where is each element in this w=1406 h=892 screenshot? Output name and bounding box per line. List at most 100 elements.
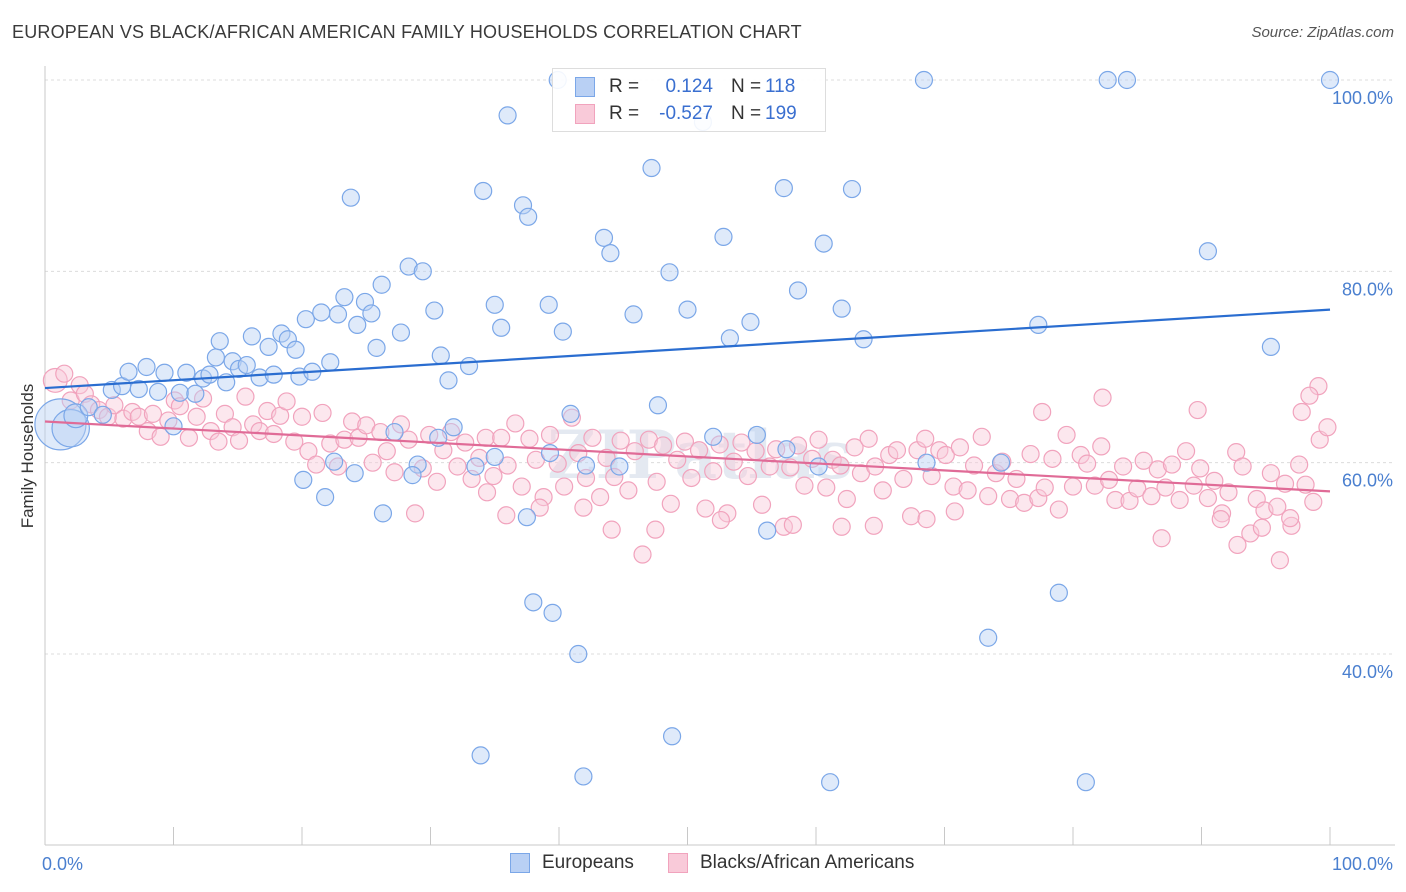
tick-labels: 40.0% 60.0% 80.0% 100.0% 0.0% 100.0% [42, 88, 1393, 874]
point-europeans [714, 227, 733, 246]
point-europeans [660, 263, 679, 282]
point-europeans [362, 304, 381, 323]
point-blacks [972, 427, 991, 446]
legend-item-blacks[interactable]: Blacks/African Americans [668, 852, 914, 874]
point-blacks [385, 463, 404, 482]
point-europeans [408, 455, 427, 474]
point-blacks [427, 472, 447, 491]
point-blacks [492, 428, 511, 447]
point-blacks [1043, 449, 1062, 468]
point-europeans [93, 405, 112, 424]
point-blacks [950, 438, 970, 457]
point-blacks [1233, 457, 1252, 476]
point-blacks [602, 520, 621, 539]
point-europeans [444, 418, 463, 437]
point-blacks [377, 442, 396, 461]
point-blacks [675, 432, 695, 451]
point-europeans [79, 398, 98, 417]
legend-n-label: N = [731, 103, 762, 124]
series-europeans-points [34, 70, 1340, 792]
point-europeans [325, 452, 344, 471]
point-blacks [399, 430, 418, 449]
point-blacks [916, 429, 935, 448]
point-europeans [747, 425, 766, 445]
point-blacks [363, 453, 382, 472]
point-blacks [335, 430, 354, 449]
point-europeans [129, 379, 148, 399]
point-europeans [553, 322, 572, 341]
point-blacks [1290, 455, 1309, 474]
point-blacks [746, 442, 765, 461]
legend-row-blacks: R = -0.527 N = 199 [575, 102, 797, 126]
point-blacks [783, 515, 802, 534]
point-blacks [945, 502, 964, 521]
point-blacks [832, 517, 851, 536]
series-legend: Europeans Blacks/African Americans [0, 852, 1406, 878]
point-blacks [625, 442, 644, 461]
point-europeans [372, 275, 391, 294]
point-blacks [864, 516, 883, 535]
point-europeans [540, 444, 560, 463]
point-europeans [842, 179, 862, 199]
point-europeans [774, 179, 793, 198]
point-europeans [594, 228, 614, 247]
point-blacks [170, 397, 190, 416]
point-blacks [1270, 551, 1289, 570]
point-europeans [466, 457, 485, 476]
point-blacks [1078, 454, 1097, 473]
point-blacks [619, 481, 638, 500]
point-blacks [958, 481, 977, 500]
point-blacks [470, 448, 489, 467]
point-blacks [767, 440, 786, 459]
point-blacks [859, 429, 878, 448]
point-blacks [917, 510, 936, 529]
legend-item-europeans[interactable]: Europeans [510, 852, 634, 874]
point-europeans [832, 299, 851, 318]
point-europeans [788, 281, 808, 300]
point-blacks [292, 407, 312, 426]
point-blacks [187, 407, 206, 426]
y-tick-label: 40.0% [1342, 662, 1393, 682]
point-europeans [186, 384, 205, 403]
point-blacks [646, 520, 665, 539]
point-europeans [391, 323, 411, 342]
point-blacks [1106, 490, 1125, 510]
point-europeans [335, 288, 354, 307]
point-blacks [1057, 425, 1076, 445]
legend-r-label: R = [609, 103, 640, 124]
point-blacks [873, 481, 892, 500]
point-europeans [316, 488, 335, 507]
legend-r-value: 0.124 [665, 76, 713, 97]
point-blacks [179, 428, 199, 447]
point-europeans [164, 417, 183, 436]
point-blacks [236, 387, 255, 406]
point-blacks [1148, 460, 1167, 479]
point-blacks [512, 477, 531, 496]
x-tick-label: 100.0% [1332, 854, 1393, 874]
point-blacks [530, 498, 549, 517]
legend-swatch-europeans [575, 77, 595, 97]
point-europeans [367, 338, 386, 357]
y-tick-label: 80.0% [1342, 279, 1393, 299]
point-blacks [682, 468, 701, 488]
point-blacks [299, 442, 318, 461]
point-europeans [155, 363, 174, 382]
point-europeans [809, 457, 828, 476]
trend-line-blacks [44, 420, 1331, 493]
legend-r-value: -0.527 [659, 103, 713, 124]
point-europeans [250, 368, 269, 387]
point-blacks [484, 466, 503, 486]
axes [44, 66, 1395, 846]
point-europeans [170, 383, 190, 402]
point-europeans [485, 447, 504, 467]
point-europeans [610, 457, 629, 476]
point-europeans [413, 262, 432, 281]
point-blacks [1281, 509, 1300, 528]
point-blacks [1268, 497, 1287, 516]
point-blacks [661, 494, 680, 513]
point-blacks [597, 448, 616, 467]
point-blacks [1205, 471, 1224, 490]
point-blacks [993, 452, 1012, 471]
point-blacks [307, 455, 326, 474]
